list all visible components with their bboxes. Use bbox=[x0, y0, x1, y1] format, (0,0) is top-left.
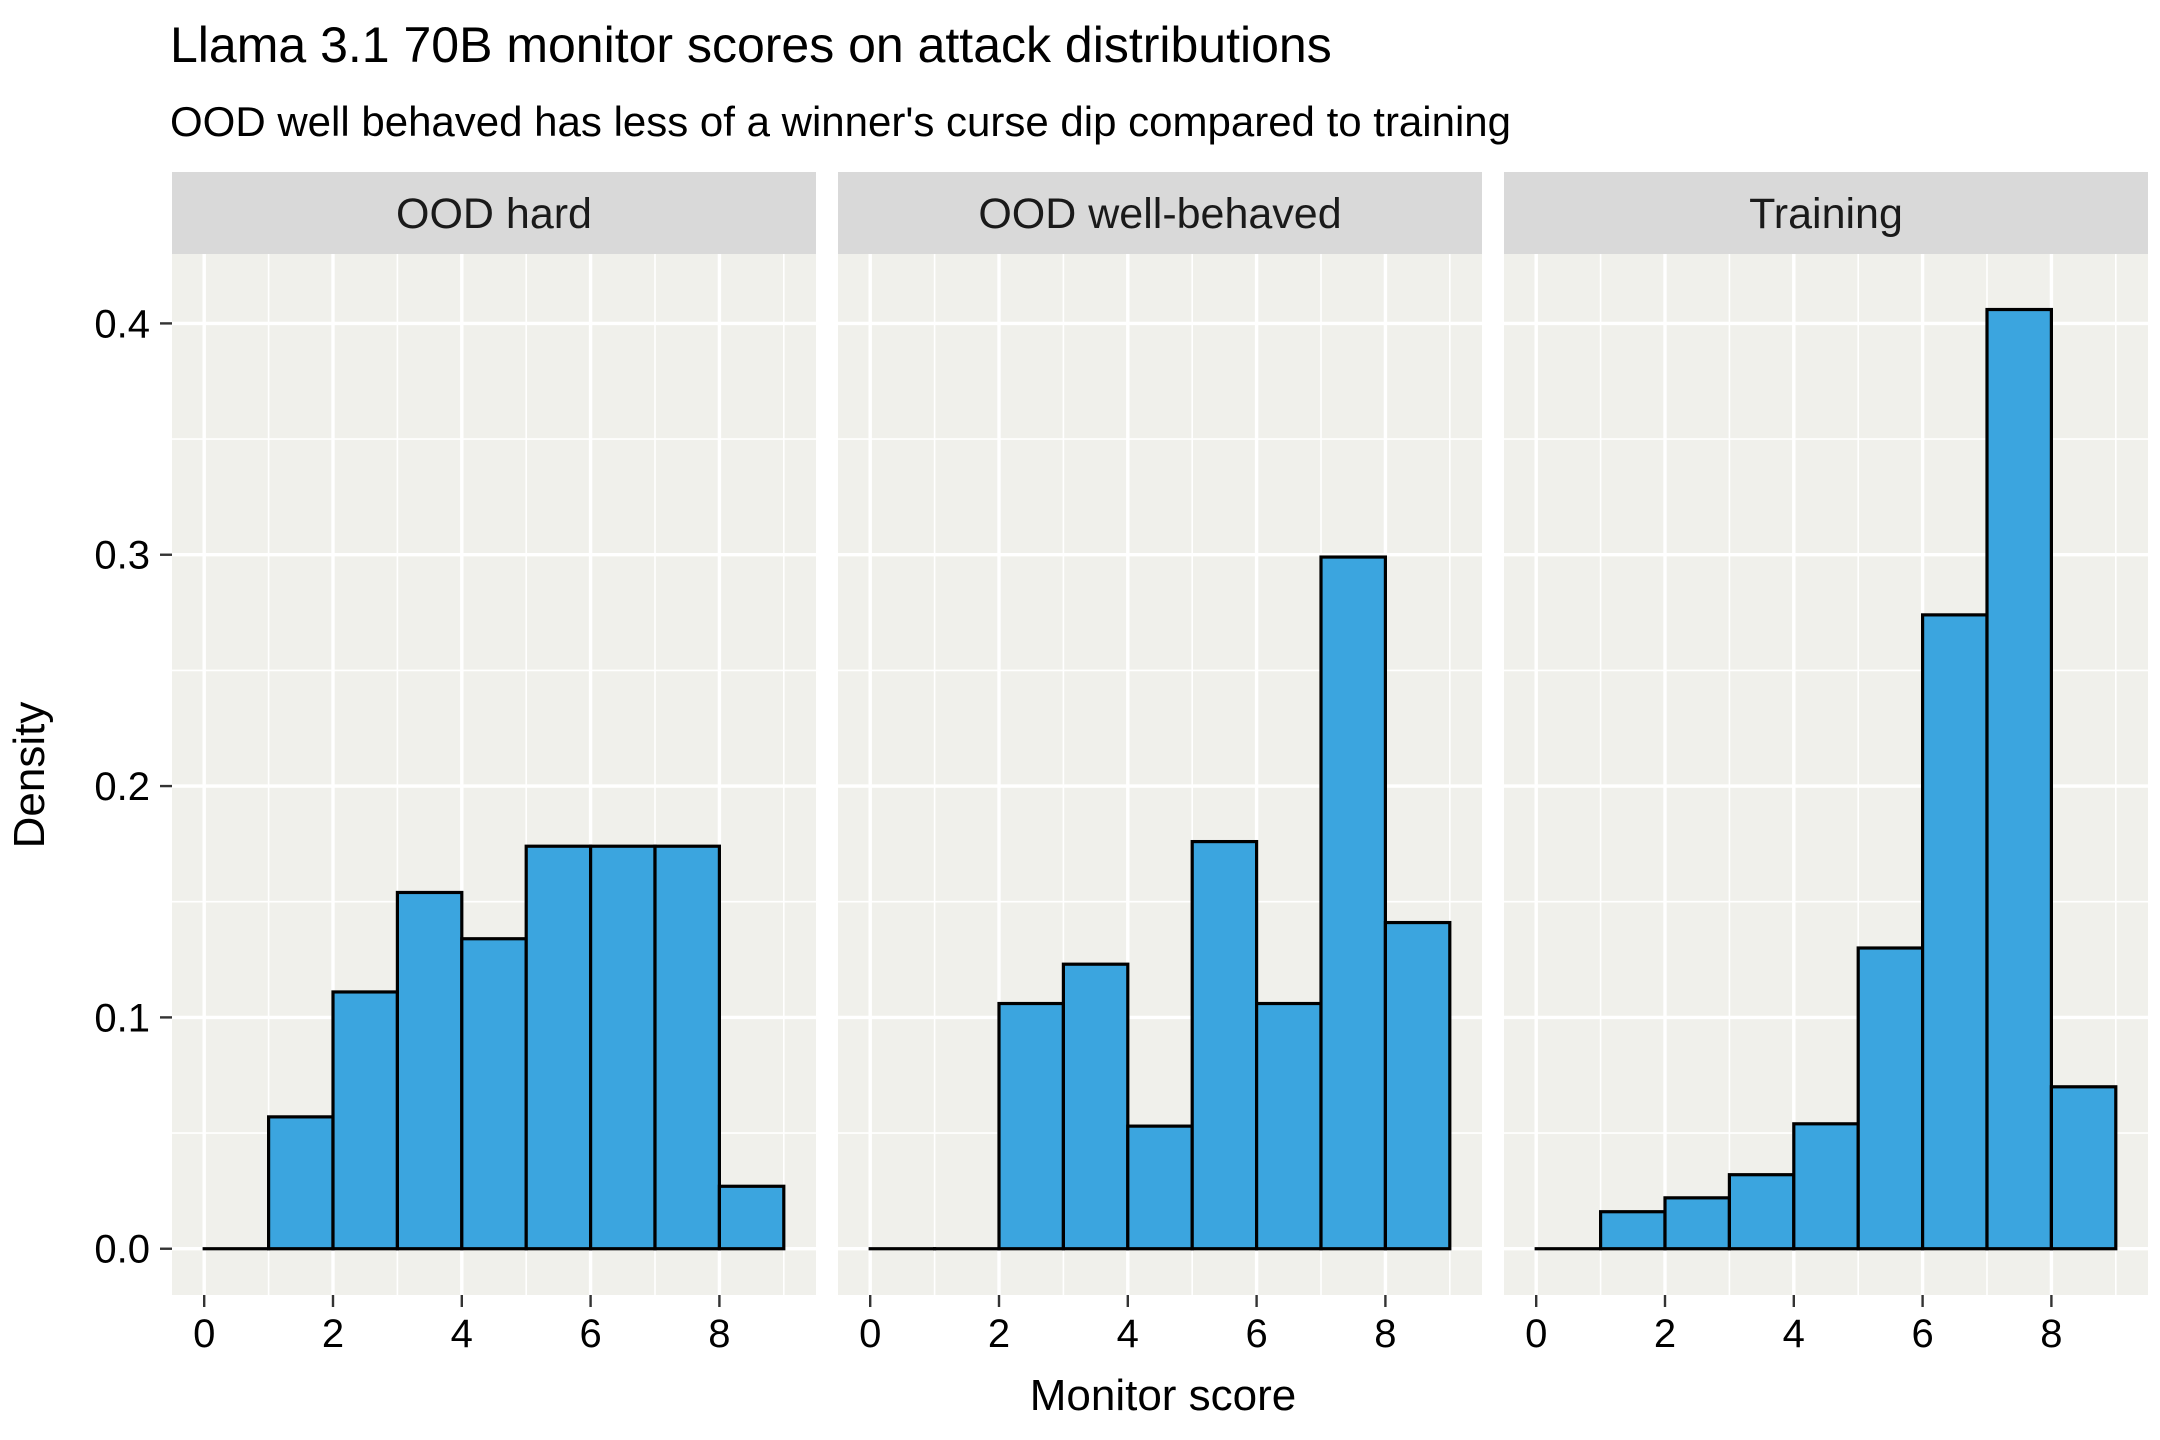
facet-strip bbox=[172, 172, 816, 254]
histogram-bar bbox=[653, 844, 722, 1251]
histogram-bar bbox=[1856, 946, 1925, 1251]
histogram-bar bbox=[1061, 962, 1130, 1251]
x-tick-label: 8 bbox=[1374, 1312, 1396, 1356]
facet-strip-label: OOD well-behaved bbox=[978, 190, 1341, 238]
histogram-bar bbox=[588, 844, 657, 1251]
x-tick-label: 4 bbox=[1783, 1312, 1805, 1356]
facet-strip-label: OOD hard bbox=[396, 190, 592, 238]
y-axis: 0.0 0.1 0.2 0.3 0.4 bbox=[94, 302, 172, 1272]
histogram-bar bbox=[1663, 1196, 1732, 1251]
x-tick-label: 8 bbox=[2040, 1312, 2062, 1356]
y-tick-label: 0.4 bbox=[94, 302, 150, 346]
histogram-bar bbox=[717, 1184, 786, 1251]
x-tick-label: 2 bbox=[322, 1312, 344, 1356]
x-tick-label: 4 bbox=[451, 1312, 473, 1356]
histogram-bar bbox=[1190, 839, 1259, 1251]
x-tick-label: 6 bbox=[579, 1312, 601, 1356]
y-axis-title: Density bbox=[5, 702, 54, 849]
y-tick-label: 0.0 bbox=[94, 1228, 150, 1272]
facet-panel-1: OOD hard 0 2 4 6 8 bbox=[172, 172, 816, 1356]
histogram-bar bbox=[1126, 1124, 1194, 1251]
histogram-bar bbox=[1319, 555, 1388, 1251]
y-tick-label: 0.3 bbox=[94, 534, 150, 578]
facet-panel-2: OOD well-behaved 0 2 4 6 8 bbox=[838, 172, 1482, 1356]
x-tick-label: 0 bbox=[193, 1312, 215, 1356]
y-tick-label: 0.1 bbox=[94, 996, 150, 1040]
x-tick-label: 2 bbox=[1654, 1312, 1676, 1356]
histogram-bar bbox=[1727, 1173, 1796, 1251]
histogram-bar bbox=[2049, 1085, 2118, 1251]
x-tick-label: 0 bbox=[859, 1312, 881, 1356]
x-tick-label: 0 bbox=[1525, 1312, 1547, 1356]
histogram-bar bbox=[1598, 1210, 1667, 1251]
chart-subtitle: OOD well behaved has less of a winner's … bbox=[170, 98, 1511, 145]
histogram-bar bbox=[524, 844, 593, 1251]
facet-strip-label: Training bbox=[1749, 190, 1903, 238]
histogram-bar bbox=[1383, 920, 1452, 1251]
chart-title: Llama 3.1 70B monitor scores on attack d… bbox=[170, 17, 1332, 73]
x-tick-label: 8 bbox=[708, 1312, 730, 1356]
histogram-bar bbox=[997, 1001, 1066, 1251]
histogram-bar bbox=[331, 990, 400, 1251]
x-tick-label: 6 bbox=[1911, 1312, 1933, 1356]
histogram-bar bbox=[395, 890, 464, 1251]
x-tick-label: 4 bbox=[1117, 1312, 1139, 1356]
facet-strip bbox=[838, 172, 1482, 254]
x-axis-title: Monitor score bbox=[1030, 1371, 1297, 1420]
x-tick-label: 6 bbox=[1245, 1312, 1267, 1356]
x-tick-label: 2 bbox=[988, 1312, 1010, 1356]
facet-strip bbox=[1504, 172, 2148, 254]
histogram-bar bbox=[1254, 1001, 1323, 1251]
histogram-bar bbox=[460, 937, 528, 1251]
histogram-bar bbox=[1985, 307, 2054, 1251]
histogram-bar bbox=[267, 1115, 335, 1251]
histogram-bar bbox=[1792, 1122, 1860, 1251]
facet-panel-3: Training 0 2 4 6 8 bbox=[1504, 172, 2148, 1356]
histogram-bar bbox=[1920, 613, 1989, 1251]
y-tick-label: 0.2 bbox=[94, 765, 150, 809]
